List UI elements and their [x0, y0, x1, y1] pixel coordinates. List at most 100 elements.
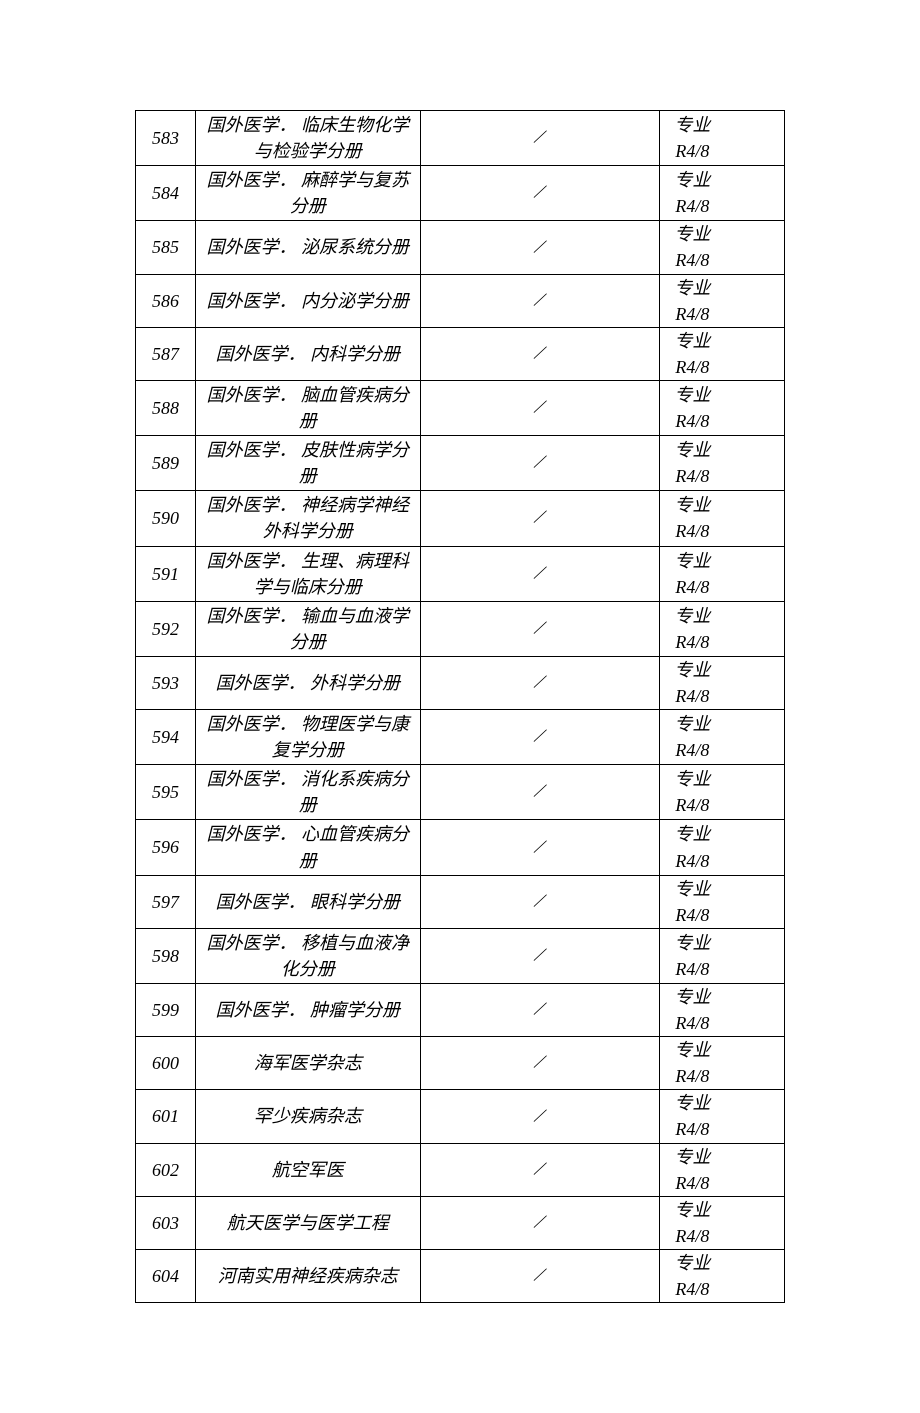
row-trailing [725, 875, 785, 928]
slash-icon: ／ [532, 1045, 548, 1082]
row-middle: ／ [420, 765, 660, 820]
row-category: 专业R4/8 [660, 111, 725, 166]
slash-icon: ／ [532, 937, 548, 974]
category-line1: 专业 [660, 167, 724, 193]
category-line1: 专业 [660, 548, 724, 574]
category-line1: 专业 [660, 275, 724, 301]
table-row: 589国外医学． 皮肤性病学分册／专业R4/8 [136, 436, 785, 491]
table-row: 600海军医学杂志／专业R4/8 [136, 1037, 785, 1090]
slash-icon: ／ [532, 1257, 548, 1294]
row-trailing [725, 601, 785, 656]
slash-icon: ／ [532, 991, 548, 1028]
journal-table: 583国外医学． 临床生物化学与检验学分册／专业R4/8584国外医学． 麻醉学… [135, 110, 785, 1303]
table-row: 596国外医学． 心血管疾病分册／专业R4/8 [136, 820, 785, 875]
slash-icon: ／ [532, 282, 548, 319]
table-row: 603航天医学与医学工程／专业R4/8 [136, 1196, 785, 1249]
row-index: 598 [136, 928, 196, 983]
row-category: 专业R4/8 [660, 820, 725, 875]
table-row: 588国外医学． 脑血管疾病分册／专业R4/8 [136, 380, 785, 435]
row-middle: ／ [420, 820, 660, 875]
row-category: 专业R4/8 [660, 546, 725, 601]
slash-icon: ／ [532, 1204, 548, 1241]
category-line2: R4/8 [660, 408, 724, 434]
slash-icon: ／ [532, 718, 548, 755]
table-row: 591国外医学． 生理、病理科学与临床分册／专业R4/8 [136, 546, 785, 601]
row-middle: ／ [420, 111, 660, 166]
row-category: 专业R4/8 [660, 765, 725, 820]
row-middle: ／ [420, 656, 660, 709]
table-row: 594国外医学． 物理医学与康复学分册／专业R4/8 [136, 710, 785, 765]
category-line1: 专业 [660, 930, 724, 956]
slash-icon: ／ [532, 229, 548, 266]
row-middle: ／ [420, 1196, 660, 1249]
row-index: 600 [136, 1037, 196, 1090]
slash-icon: ／ [532, 555, 548, 592]
row-title: 国外医学． 外科学分册 [195, 656, 420, 709]
row-middle: ／ [420, 221, 660, 274]
row-index: 597 [136, 875, 196, 928]
table-row: 585国外医学． 泌尿系统分册／专业R4/8 [136, 221, 785, 274]
row-category: 专业R4/8 [660, 601, 725, 656]
journal-table-body: 583国外医学． 临床生物化学与检验学分册／专业R4/8584国外医学． 麻醉学… [136, 111, 785, 1303]
row-middle: ／ [420, 928, 660, 983]
row-index: 590 [136, 491, 196, 546]
row-middle: ／ [420, 436, 660, 491]
slash-icon: ／ [532, 829, 548, 866]
row-trailing [725, 1249, 785, 1302]
row-title: 国外医学． 内分泌学分册 [195, 274, 420, 327]
row-trailing [725, 166, 785, 221]
row-title: 罕少疾病杂志 [195, 1090, 420, 1143]
row-category: 专业R4/8 [660, 928, 725, 983]
row-title: 国外医学． 输血与血液学分册 [195, 601, 420, 656]
table-row: 592国外医学． 输血与血液学分册／专业R4/8 [136, 601, 785, 656]
category-line2: R4/8 [660, 574, 724, 600]
slash-icon: ／ [532, 1151, 548, 1188]
row-index: 604 [136, 1249, 196, 1302]
category-line2: R4/8 [660, 956, 724, 982]
row-category: 专业R4/8 [660, 274, 725, 327]
category-line2: R4/8 [660, 463, 724, 489]
row-index: 584 [136, 166, 196, 221]
row-trailing [725, 928, 785, 983]
row-middle: ／ [420, 1090, 660, 1143]
category-line2: R4/8 [660, 737, 724, 763]
row-trailing [725, 111, 785, 166]
row-index: 586 [136, 274, 196, 327]
row-index: 587 [136, 327, 196, 380]
row-category: 专业R4/8 [660, 710, 725, 765]
row-index: 602 [136, 1143, 196, 1196]
table-row: 584国外医学． 麻醉学与复苏分册／专业R4/8 [136, 166, 785, 221]
category-line2: R4/8 [660, 1223, 724, 1249]
row-title: 航天医学与医学工程 [195, 1196, 420, 1249]
row-trailing [725, 1143, 785, 1196]
row-trailing [725, 436, 785, 491]
table-row: 604河南实用神经疾病杂志／专业R4/8 [136, 1249, 785, 1302]
slash-icon: ／ [532, 444, 548, 481]
slash-icon: ／ [532, 774, 548, 811]
row-trailing [725, 1090, 785, 1143]
row-index: 601 [136, 1090, 196, 1143]
row-trailing [725, 491, 785, 546]
category-line1: 专业 [660, 876, 724, 902]
row-category: 专业R4/8 [660, 1196, 725, 1249]
table-row: 598国外医学． 移植与血液净化分册／专业R4/8 [136, 928, 785, 983]
row-index: 585 [136, 221, 196, 274]
slash-icon: ／ [532, 119, 548, 156]
row-middle: ／ [420, 875, 660, 928]
category-line1: 专业 [660, 1197, 724, 1223]
row-middle: ／ [420, 984, 660, 1037]
row-trailing [725, 656, 785, 709]
category-line2: R4/8 [660, 629, 724, 655]
category-line1: 专业 [660, 984, 724, 1010]
row-category: 专业R4/8 [660, 1249, 725, 1302]
row-index: 592 [136, 601, 196, 656]
category-line1: 专业 [660, 437, 724, 463]
row-category: 专业R4/8 [660, 327, 725, 380]
row-middle: ／ [420, 1249, 660, 1302]
row-trailing [725, 710, 785, 765]
table-row: 597国外医学． 眼科学分册／专业R4/8 [136, 875, 785, 928]
row-index: 588 [136, 380, 196, 435]
category-line1: 专业 [660, 112, 724, 138]
category-line2: R4/8 [660, 247, 724, 273]
row-title: 国外医学． 内科学分册 [195, 327, 420, 380]
